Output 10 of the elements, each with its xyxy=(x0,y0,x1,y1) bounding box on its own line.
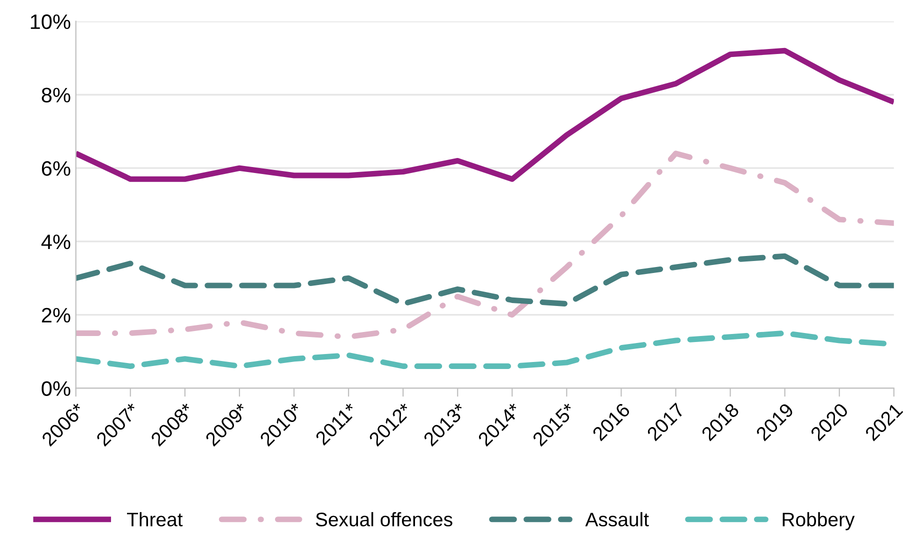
legend-label: Sexual offences xyxy=(316,512,452,526)
y-tick-label: 10% xyxy=(30,14,70,30)
legend-label: Threat xyxy=(127,512,183,526)
y-tick-label: 8% xyxy=(42,88,70,102)
y-tick-label: 4% xyxy=(41,234,70,250)
legend-label: Robbery xyxy=(782,512,855,530)
y-tick-label: 2% xyxy=(42,308,70,323)
legend-label: Assault xyxy=(585,512,649,526)
y-tick-label: 0% xyxy=(42,381,70,396)
y-tick-label: 6% xyxy=(42,161,70,176)
